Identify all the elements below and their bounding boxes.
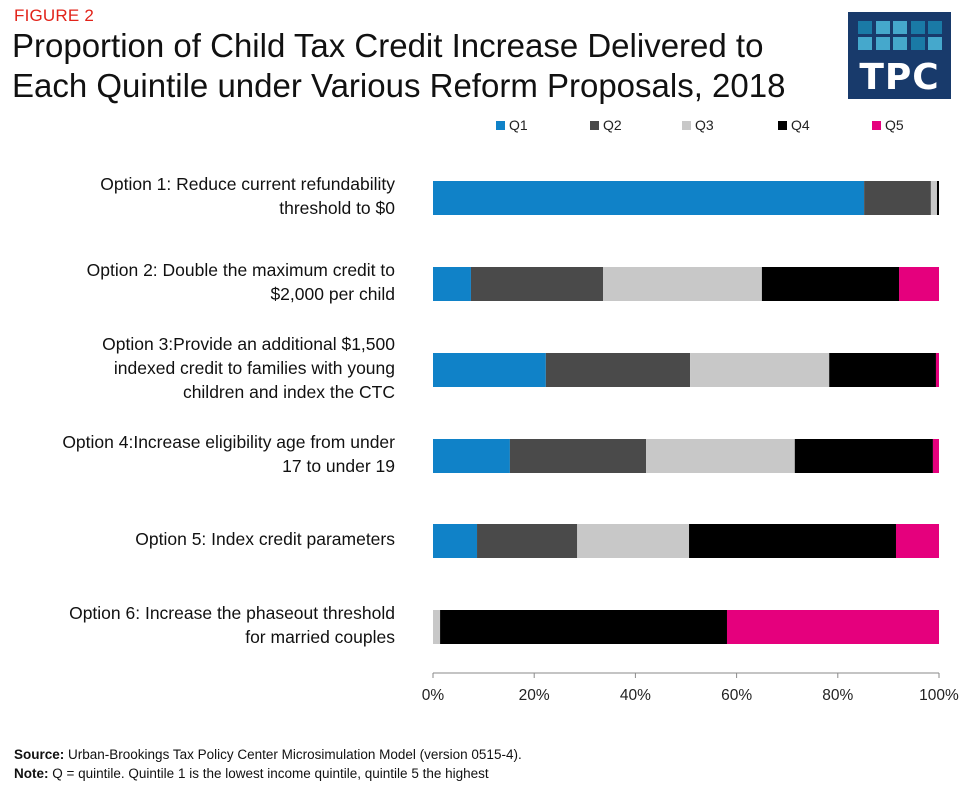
x-tick-label: 0% — [422, 687, 445, 704]
bar-segment-q2 — [509, 439, 647, 473]
note-text: Q = quintile. Quintile 1 is the lowest i… — [48, 766, 489, 781]
legend-swatch — [682, 120, 691, 130]
legend-swatch — [872, 120, 881, 130]
bar-segment-q5 — [895, 524, 939, 558]
legend-swatch — [778, 120, 787, 130]
bar-segment-q4 — [794, 439, 933, 473]
legend-item-q4: Q4 — [778, 117, 810, 133]
legend-label: Q1 — [509, 117, 528, 133]
logo-grid-icon — [858, 21, 942, 50]
bar-segment-q5 — [932, 439, 939, 473]
legend-item-q2: Q2 — [590, 117, 622, 133]
bar-group — [433, 439, 939, 473]
source-label: Source: — [14, 747, 65, 762]
bar-segment-q3 — [603, 267, 762, 301]
bar-segment-q2 — [545, 353, 691, 387]
bar-segment-q3 — [577, 524, 690, 558]
bar-group — [433, 267, 939, 301]
source-line: Source: Urban-Brookings Tax Policy Cente… — [14, 745, 522, 764]
x-tick-label: 60% — [721, 687, 752, 704]
legend-swatch — [590, 120, 599, 130]
logo-cell — [928, 21, 942, 34]
bar-segment-q5 — [726, 610, 939, 644]
bar-group — [433, 524, 939, 558]
bar-segment-q5 — [899, 267, 939, 301]
tpc-logo: TPC — [848, 12, 951, 99]
bar-segment-q3 — [433, 610, 441, 644]
x-tick-label: 40% — [620, 687, 651, 704]
bar-segment-q3 — [930, 181, 937, 215]
bar-group — [433, 181, 939, 215]
bar-group — [433, 610, 939, 644]
logo-cell — [910, 21, 925, 34]
category-label: Option 5: Index credit parameters — [135, 529, 395, 549]
bar-segment-q4 — [829, 353, 936, 387]
figure-label: FIGURE 2 — [14, 6, 95, 25]
legend-item-q5: Q5 — [872, 117, 904, 133]
logo-cell — [893, 37, 907, 50]
chart-title: Proportion of Child Tax Credit Increase … — [12, 27, 786, 104]
category-label: Option 1: Reduce current refundability t… — [100, 174, 395, 218]
logo-cell — [858, 21, 872, 34]
bar-segment-q5 — [935, 353, 939, 387]
logo-cell — [875, 37, 890, 50]
category-label: Option 2: Double the maximum credit to $… — [86, 260, 395, 304]
bar-segment-q2 — [477, 524, 578, 558]
legend-label: Q2 — [603, 117, 622, 133]
legend-item-q1: Q1 — [496, 117, 528, 133]
logo-text: TPC — [859, 57, 940, 98]
bar-segment-q1 — [433, 353, 546, 387]
category-label: Option 4:Increase eligibility age from u… — [62, 432, 395, 476]
bar-segment-q2 — [864, 181, 931, 215]
bar-segment-q4 — [440, 610, 727, 644]
bar-segment-q2 — [470, 267, 604, 301]
logo-cell — [910, 37, 925, 50]
bar-segment-q4 — [936, 181, 939, 215]
x-tick-label: 20% — [519, 687, 550, 704]
logo-cell — [875, 21, 890, 34]
x-tick-label: 100% — [919, 687, 959, 704]
logo-cell — [928, 37, 942, 50]
bar-group — [433, 353, 939, 387]
bar-segment-q1 — [433, 181, 865, 215]
note-label: Note: — [14, 766, 49, 781]
legend-label: Q3 — [695, 117, 714, 133]
legend-swatch — [496, 120, 505, 130]
bar-segment-q1 — [433, 439, 510, 473]
bar-segment-q1 — [433, 267, 471, 301]
bar-segment-q3 — [646, 439, 795, 473]
bar-segment-q3 — [690, 353, 830, 387]
bar-segment-q4 — [761, 267, 900, 301]
legend-item-q3: Q3 — [682, 117, 714, 133]
source-text: Urban-Brookings Tax Policy Center Micros… — [64, 747, 522, 762]
legend-label: Q5 — [885, 117, 904, 133]
bar-segment-q1 — [433, 524, 478, 558]
logo-cell — [858, 37, 872, 50]
x-tick-label: 80% — [822, 687, 853, 704]
note-line: Note: Q = quintile. Quintile 1 is the lo… — [14, 764, 522, 783]
logo-cell — [893, 21, 907, 34]
category-label: Option 6: Increase the phaseout threshol… — [69, 603, 395, 647]
category-label: Option 3:Provide an additional $1,500 in… — [102, 334, 395, 402]
legend-label: Q4 — [791, 117, 810, 133]
footer: Source: Urban-Brookings Tax Policy Cente… — [14, 745, 522, 783]
bar-segment-q4 — [689, 524, 896, 558]
